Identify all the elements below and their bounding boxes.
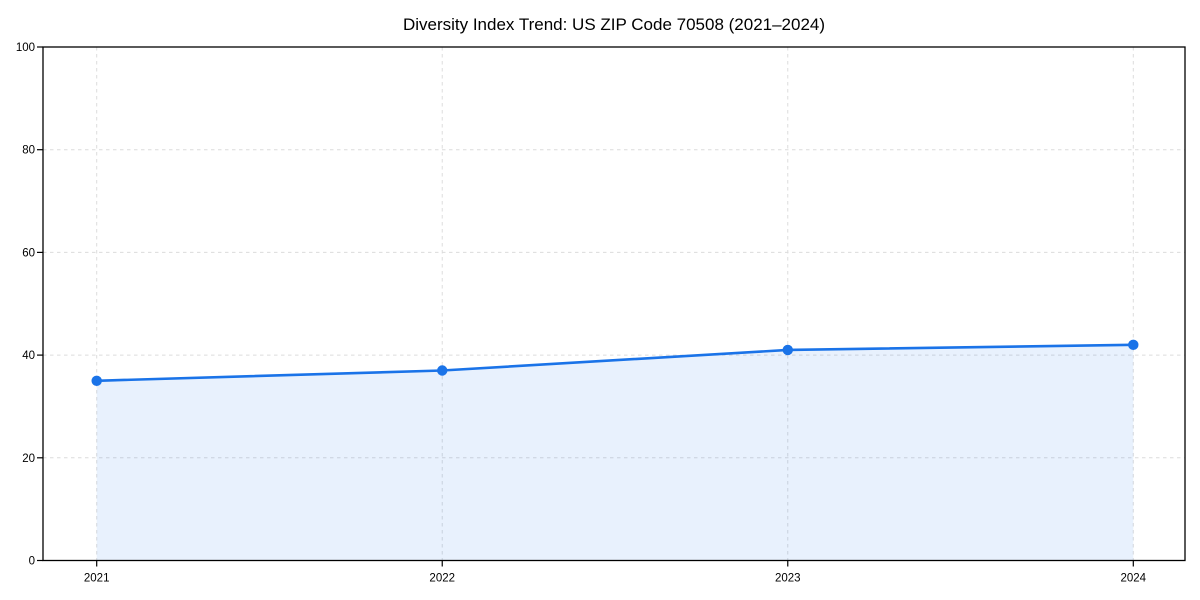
y-axis-tick-label: 0 <box>29 556 35 568</box>
chart-title: Diversity Index Trend: US ZIP Code 70508… <box>403 15 825 34</box>
x-axis-tick-labels: 2021 2022 2023 2024 <box>84 573 1147 585</box>
area-fill-layer <box>96 344 1134 561</box>
trend-line-layer <box>95 343 1135 383</box>
axis-ticks <box>37 46 1134 567</box>
x-axis-tick-label: 2023 <box>775 573 801 585</box>
plot-frame <box>42 46 1186 562</box>
y-axis-tick-label: 20 <box>22 453 35 465</box>
x-axis-tick-label: 2024 <box>1121 573 1147 585</box>
x-axis-tick-label: 2021 <box>84 573 110 585</box>
area-fill <box>96 344 1134 561</box>
data-point-marker <box>782 344 793 356</box>
x-axis-tick-label: 2022 <box>429 573 455 585</box>
y-axis-tick-labels: 0 20 40 60 80 100 <box>16 42 35 568</box>
y-axis-tick-label: 100 <box>16 42 35 54</box>
trend-line <box>95 343 1135 383</box>
data-point-marker <box>91 375 102 386</box>
data-point-marker <box>437 365 448 376</box>
gridlines <box>43 47 1185 561</box>
y-axis-tick-label: 60 <box>22 247 35 259</box>
plot-border <box>42 46 1186 562</box>
y-axis-tick-label: 40 <box>22 350 35 362</box>
y-axis-tick-label: 80 <box>22 145 35 157</box>
data-point-markers <box>91 339 1139 386</box>
data-point-marker <box>1128 339 1139 351</box>
